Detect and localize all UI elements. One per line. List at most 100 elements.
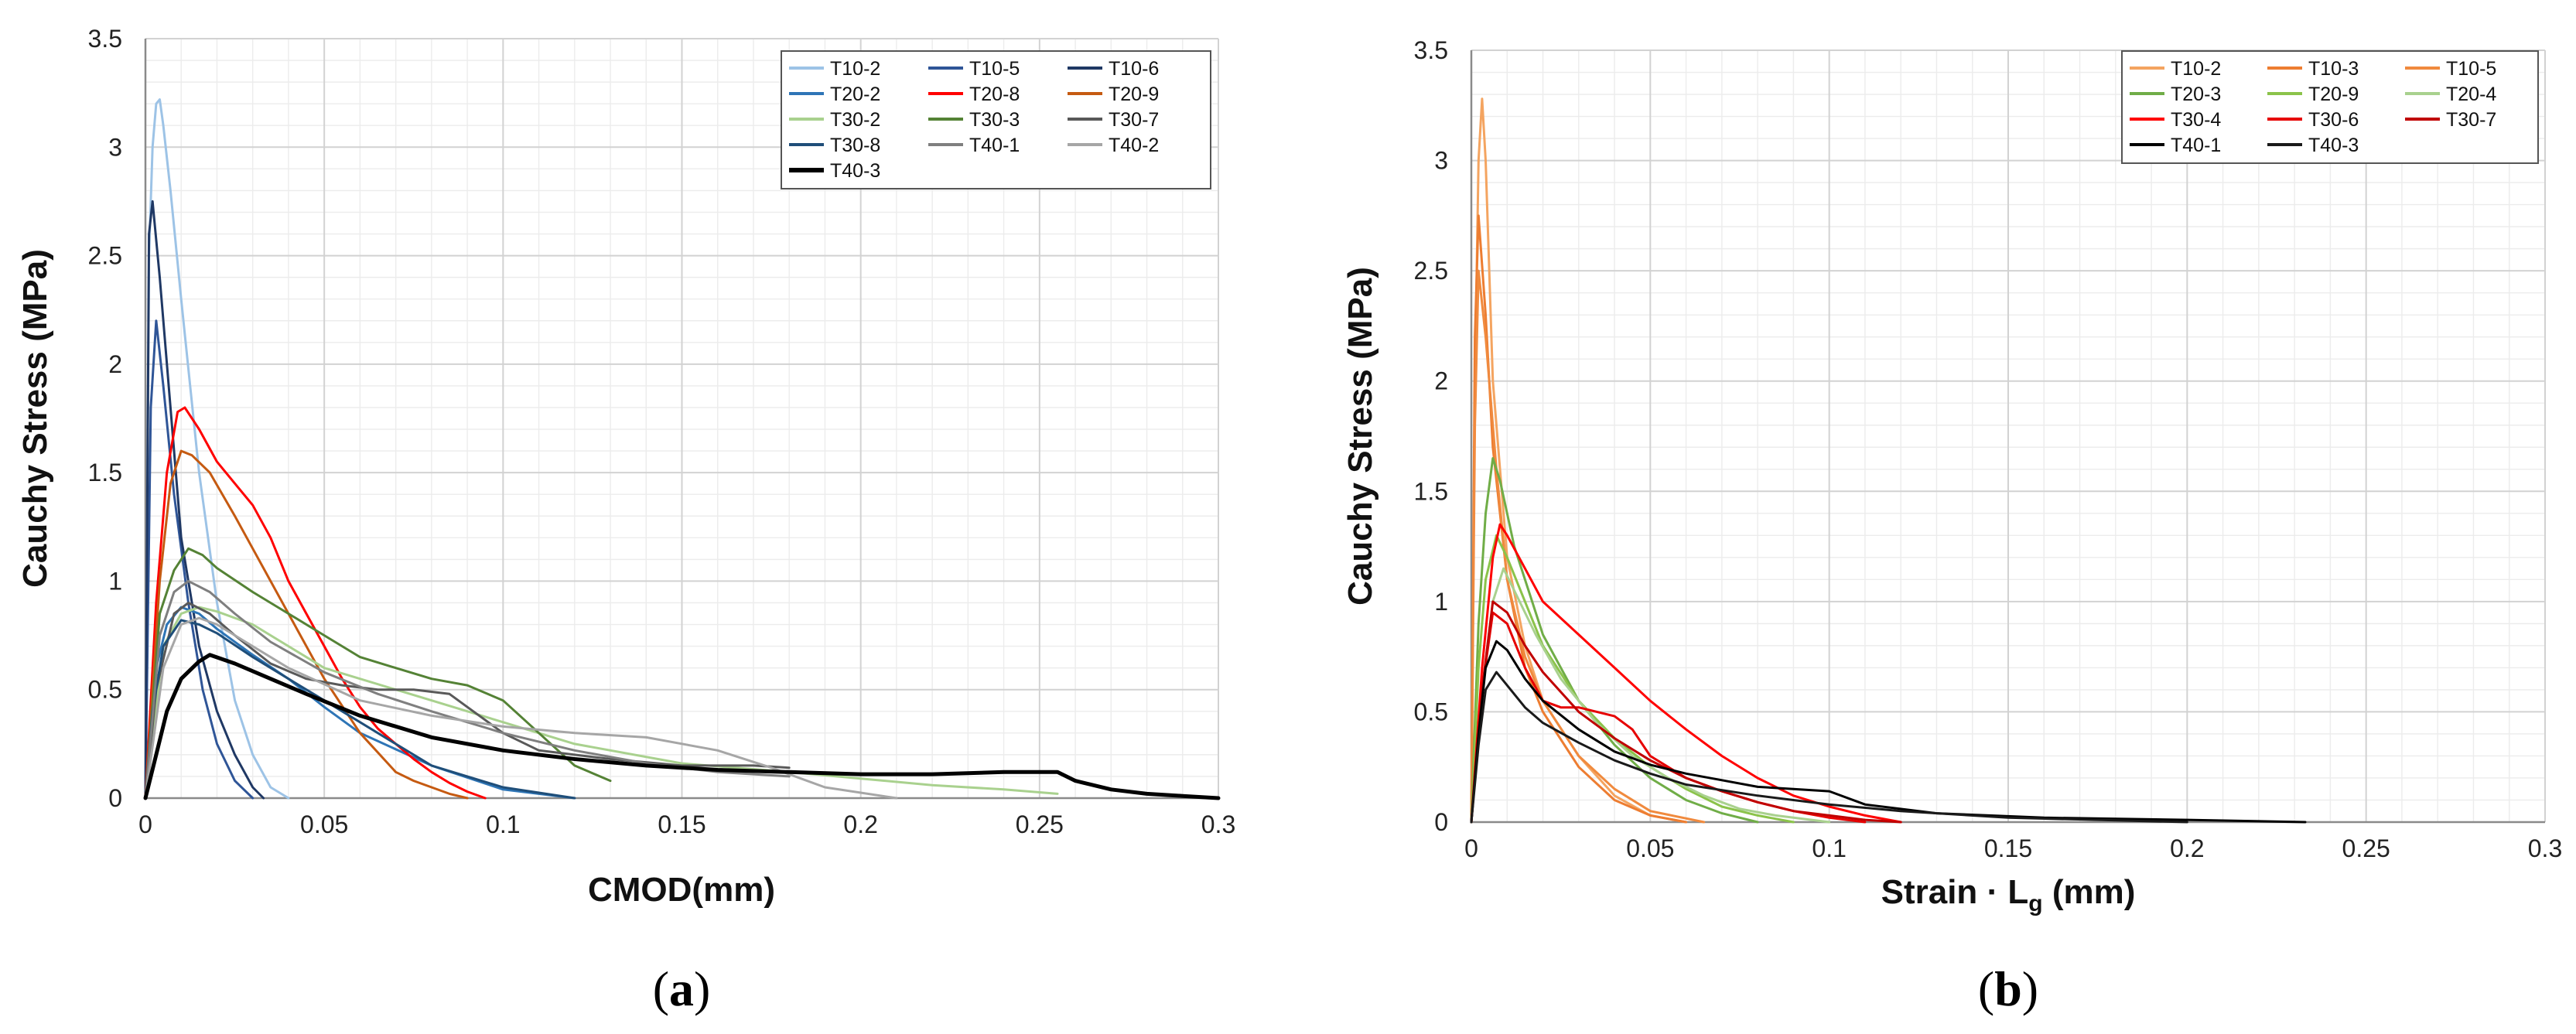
series-line-t30-4 [1470, 523, 1902, 824]
legend-entry: T40-2 [1109, 135, 1159, 156]
legend: T10-2 T10-5 T10-6 T20-2 T20-8 T20-9 T30-2 T30-3… [781, 50, 1211, 189]
series-line-t10-3 [1470, 214, 1688, 824]
y-tick-label: 0.5 [88, 676, 122, 704]
x-axis-label-sub: g [2028, 891, 2042, 916]
legend-entry: T30-4 [2171, 109, 2221, 131]
legend-entry: T30-8 [830, 135, 880, 156]
series-line-t40-3 [143, 653, 1221, 800]
x-tick-label: 0.05 [300, 810, 348, 838]
x-tick-label: 0.3 [1201, 810, 1235, 838]
panel-label: (a) [653, 961, 711, 1016]
legend-entry: T10-6 [1109, 58, 1159, 80]
y-tick-label: 2 [108, 350, 122, 378]
series-line-t20-9 [1470, 534, 1795, 824]
series-line-t10-2 [144, 98, 290, 800]
y-tick-label: 2 [1434, 367, 1448, 395]
x-axis-label: Strain · Lg (mm) [1881, 873, 2136, 916]
legend-entry: T40-1 [969, 135, 1020, 156]
x-tick-label: 0.05 [1626, 834, 1674, 862]
y-tick-label: 1 [108, 567, 122, 595]
series-line-t30-7 [1470, 600, 1902, 824]
x-tick-label: 0 [1464, 834, 1478, 862]
x-tick-label: 0.15 [658, 810, 705, 838]
legend-entry: T40-3 [2308, 135, 2359, 156]
y-tick-label: 3 [108, 133, 122, 161]
y-tick-label: 3.5 [1414, 36, 1448, 64]
panel-label-close: ) [694, 961, 710, 1016]
panel-b-chart: 0 0.05 0.1 0.15 0.2 0.25 0.3 0 0.5 1 1.5 2 2.5 3 3.5 Ca… [1341, 36, 2562, 1016]
series-group [143, 98, 1221, 800]
legend-entry: T20-3 [2171, 84, 2221, 105]
y-tick-label: 0 [108, 784, 122, 812]
legend-entry: T10-5 [969, 58, 1020, 80]
x-axis-label: CMOD(mm) [588, 871, 775, 909]
x-tick-label: 0.25 [1016, 810, 1064, 838]
panel-a-chart: 0 0.05 0.1 0.15 0.2 0.25 0.3 0 0.5 1 1.5 2 2.5 3 3.5 Ca… [16, 25, 1235, 1016]
series-line-t20-3 [1470, 457, 1759, 824]
x-tick-label: 0.1 [1812, 834, 1846, 862]
series-line-t30-2 [144, 606, 1059, 800]
series-line-t10-5 [1470, 269, 1706, 824]
series-group [1470, 97, 2307, 824]
legend-entry: T10-5 [2446, 58, 2496, 80]
legend-entry: T10-2 [830, 58, 880, 80]
legend-entry: T30-7 [1109, 109, 1159, 131]
legend: T10-2 T10-3 T10-5 T20-3 T20-9 T20-4 T30-4 T30-6… [2121, 50, 2539, 164]
panel-label-letter: a [669, 961, 694, 1016]
legend-entry: T30-7 [2446, 109, 2496, 131]
legend-entry: T20-2 [830, 84, 880, 105]
x-tick-label: 0.3 [2528, 834, 2562, 862]
legend-entry: T10-3 [2308, 58, 2359, 80]
legend-box [2121, 50, 2539, 164]
series-line-t30-7 [144, 602, 791, 800]
panel-label: (b) [1978, 961, 2038, 1016]
series-line-t20-9 [144, 449, 469, 800]
x-tick-label: 0.1 [486, 810, 520, 838]
series-line-t30-3 [144, 547, 612, 800]
series-line-t10-6 [144, 200, 265, 800]
series-line-t40-2 [144, 616, 898, 800]
x-tick-label: 0.25 [2342, 834, 2390, 862]
y-tick-label: 1.5 [1414, 477, 1448, 505]
legend-entry: T30-3 [969, 109, 1020, 131]
series-line-t40-1 [1470, 640, 2307, 824]
legend-box [781, 50, 1211, 189]
y-tick-label: 3 [1434, 147, 1448, 175]
legend-entry: T20-9 [2308, 84, 2359, 105]
y-tick-label: 2.5 [88, 242, 122, 270]
x-axis-label-unit: (mm) [2043, 873, 2136, 911]
y-tick-label: 1.5 [88, 459, 122, 486]
series-line-t40-1 [144, 579, 791, 800]
series-line-t40-3 [1470, 671, 2188, 824]
series-line-t30-8 [144, 619, 576, 800]
legend-entry: T10-2 [2171, 58, 2221, 80]
y-tick-label: 1 [1434, 588, 1448, 616]
y-axis-label: Cauchy Stress (MPa) [16, 249, 54, 588]
grid [1471, 49, 2546, 823]
x-tick-label: 0.2 [2170, 834, 2204, 862]
panel-label-open: ( [653, 961, 669, 1016]
series-line-t20-4 [1470, 567, 1831, 824]
panel-label-open: ( [1978, 961, 1994, 1016]
y-tick-label: 2.5 [1414, 257, 1448, 285]
panel-label-letter: b [1994, 961, 2022, 1016]
x-tick-label: 0.2 [843, 810, 877, 838]
legend-entry: T20-8 [969, 84, 1020, 105]
legend-entry: T40-3 [830, 160, 880, 182]
legend-entry: T20-9 [1109, 84, 1159, 105]
series-line-t10-5 [144, 319, 255, 800]
y-tick-label: 3.5 [88, 25, 122, 53]
y-tick-label: 0.5 [1414, 698, 1448, 725]
y-axis-label: Cauchy Stress (MPa) [1341, 267, 1379, 606]
legend-entry: T30-6 [2308, 109, 2359, 131]
x-axis-label-main: Strain · L [1881, 873, 2029, 911]
x-tick-label: 0.15 [1984, 834, 2032, 862]
legend-entry: T40-1 [2171, 135, 2221, 156]
y-tick-label: 0 [1434, 808, 1448, 836]
panel-label-close: ) [2022, 961, 2038, 1016]
series-line-t20-8 [144, 406, 487, 800]
legend-entry: T20-4 [2446, 84, 2496, 105]
x-tick-label: 0 [138, 810, 152, 838]
legend-entry: T30-2 [830, 109, 880, 131]
